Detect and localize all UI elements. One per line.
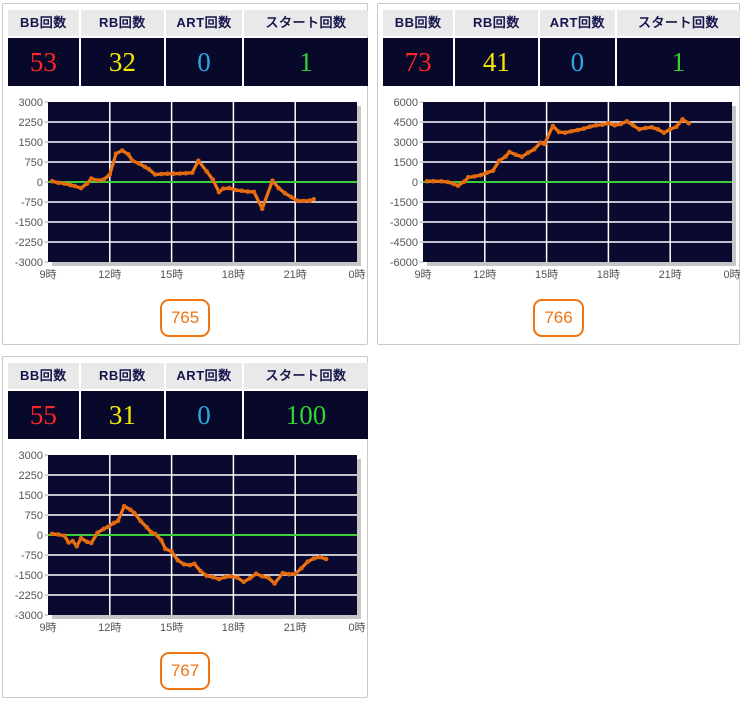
- svg-text:15時: 15時: [160, 621, 183, 634]
- machine-number-row: 766: [382, 299, 735, 337]
- stats-header-rb: RB回数: [80, 10, 164, 36]
- svg-text:3000: 3000: [19, 97, 43, 109]
- svg-text:0: 0: [412, 177, 418, 189]
- stats-header-art: ART回数: [165, 363, 243, 389]
- stats-header-bb: BB回数: [383, 10, 454, 36]
- svg-text:-2250: -2250: [15, 237, 43, 249]
- svg-text:-6000: -6000: [390, 257, 418, 269]
- svg-text:2250: 2250: [19, 117, 43, 129]
- svg-text:0時: 0時: [348, 268, 365, 281]
- stats-table: BB回数 RB回数 ART回数 スタート回数 53 32 0 1: [8, 10, 368, 86]
- stats-value-start: 100: [244, 391, 368, 439]
- svg-text:1500: 1500: [19, 137, 43, 149]
- svg-text:4500: 4500: [394, 117, 418, 129]
- svg-text:-1500: -1500: [15, 217, 43, 229]
- stats-value-bb: 53: [8, 38, 79, 86]
- stats-value-start: 1: [244, 38, 368, 86]
- svg-text:-750: -750: [21, 197, 43, 209]
- machine-number-badge[interactable]: 765: [159, 299, 211, 337]
- stats-value-art: 0: [165, 391, 243, 439]
- svg-text:9時: 9時: [39, 268, 56, 281]
- svg-text:21時: 21時: [659, 268, 682, 281]
- svg-text:12時: 12時: [98, 268, 121, 281]
- svg-text:-1500: -1500: [15, 570, 43, 582]
- stats-table: BB回数 RB回数 ART回数 スタート回数 73 41 0 1: [383, 10, 740, 86]
- svg-text:12時: 12時: [473, 268, 496, 281]
- svg-text:-3000: -3000: [15, 257, 43, 269]
- stats-header-rb: RB回数: [455, 10, 538, 36]
- svg-text:1500: 1500: [394, 157, 418, 169]
- svg-text:2250: 2250: [19, 470, 43, 482]
- svg-text:0: 0: [37, 177, 43, 189]
- svg-text:-1500: -1500: [390, 197, 418, 209]
- stats-value-bb: 73: [383, 38, 454, 86]
- stats-header-bb: BB回数: [8, 10, 79, 36]
- svg-text:-4500: -4500: [390, 237, 418, 249]
- svg-text:18時: 18時: [222, 621, 245, 634]
- stats-value-art: 0: [165, 38, 243, 86]
- svg-text:9時: 9時: [39, 621, 56, 634]
- svg-text:3000: 3000: [19, 450, 43, 462]
- svg-text:-2250: -2250: [15, 590, 43, 602]
- stats-header-start: スタート回数: [617, 10, 740, 36]
- stats-value-bb: 55: [8, 391, 79, 439]
- svg-text:9時: 9時: [414, 268, 431, 281]
- machine-panel: BB回数 RB回数 ART回数 スタート回数 53 32 0 1 3000 225…: [2, 3, 368, 345]
- machine-number-badge[interactable]: 766: [533, 299, 584, 337]
- stats-header-start: スタート回数: [244, 10, 368, 36]
- stats-header-rb: RB回数: [80, 363, 164, 389]
- machine-number-badge[interactable]: 767: [159, 652, 211, 690]
- svg-text:0: 0: [37, 530, 43, 542]
- stats-header-art: ART回数: [539, 10, 616, 36]
- svg-text:15時: 15時: [160, 268, 183, 281]
- svg-text:0時: 0時: [348, 621, 365, 634]
- svg-text:6000: 6000: [394, 97, 418, 109]
- svg-text:18時: 18時: [222, 268, 245, 281]
- svg-text:3000: 3000: [394, 137, 418, 149]
- svg-text:21時: 21時: [284, 621, 307, 634]
- stats-header-start: スタート回数: [244, 363, 368, 389]
- svg-text:12時: 12時: [98, 621, 121, 634]
- svg-text:-750: -750: [21, 550, 43, 562]
- machine-number-row: 765: [7, 299, 363, 337]
- svg-text:15時: 15時: [535, 268, 558, 281]
- stats-value-rb: 31: [80, 391, 164, 439]
- machine-number-row: 767: [7, 652, 363, 690]
- svg-text:-3000: -3000: [15, 610, 43, 622]
- stats-header-bb: BB回数: [8, 363, 79, 389]
- stats-header-art: ART回数: [165, 10, 243, 36]
- machine-panel: BB回数 RB回数 ART回数 スタート回数 55 31 0 100 3000 2…: [2, 356, 368, 698]
- svg-text:1500: 1500: [19, 490, 43, 502]
- stats-value-art: 0: [539, 38, 616, 86]
- svg-text:-3000: -3000: [390, 217, 418, 229]
- svg-text:21時: 21時: [284, 268, 307, 281]
- svg-text:18時: 18時: [597, 268, 620, 281]
- stats-table: BB回数 RB回数 ART回数 スタート回数 55 31 0 100: [8, 363, 368, 439]
- svg-text:0時: 0時: [723, 268, 740, 281]
- stats-value-start: 1: [617, 38, 740, 86]
- svg-text:750: 750: [25, 510, 43, 522]
- stats-value-rb: 41: [455, 38, 538, 86]
- stats-value-rb: 32: [80, 38, 164, 86]
- svg-text:750: 750: [25, 157, 43, 169]
- machine-panel: BB回数 RB回数 ART回数 スタート回数 73 41 0 1 6000 450…: [377, 3, 741, 345]
